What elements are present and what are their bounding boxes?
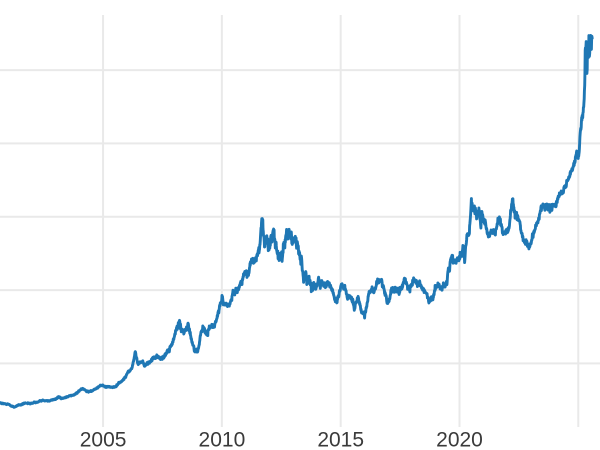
svg-text:2005: 2005 (80, 428, 127, 450)
svg-text:2010: 2010 (199, 428, 246, 450)
svg-text:2020: 2020 (436, 428, 483, 450)
svg-text:2015: 2015 (317, 428, 364, 450)
